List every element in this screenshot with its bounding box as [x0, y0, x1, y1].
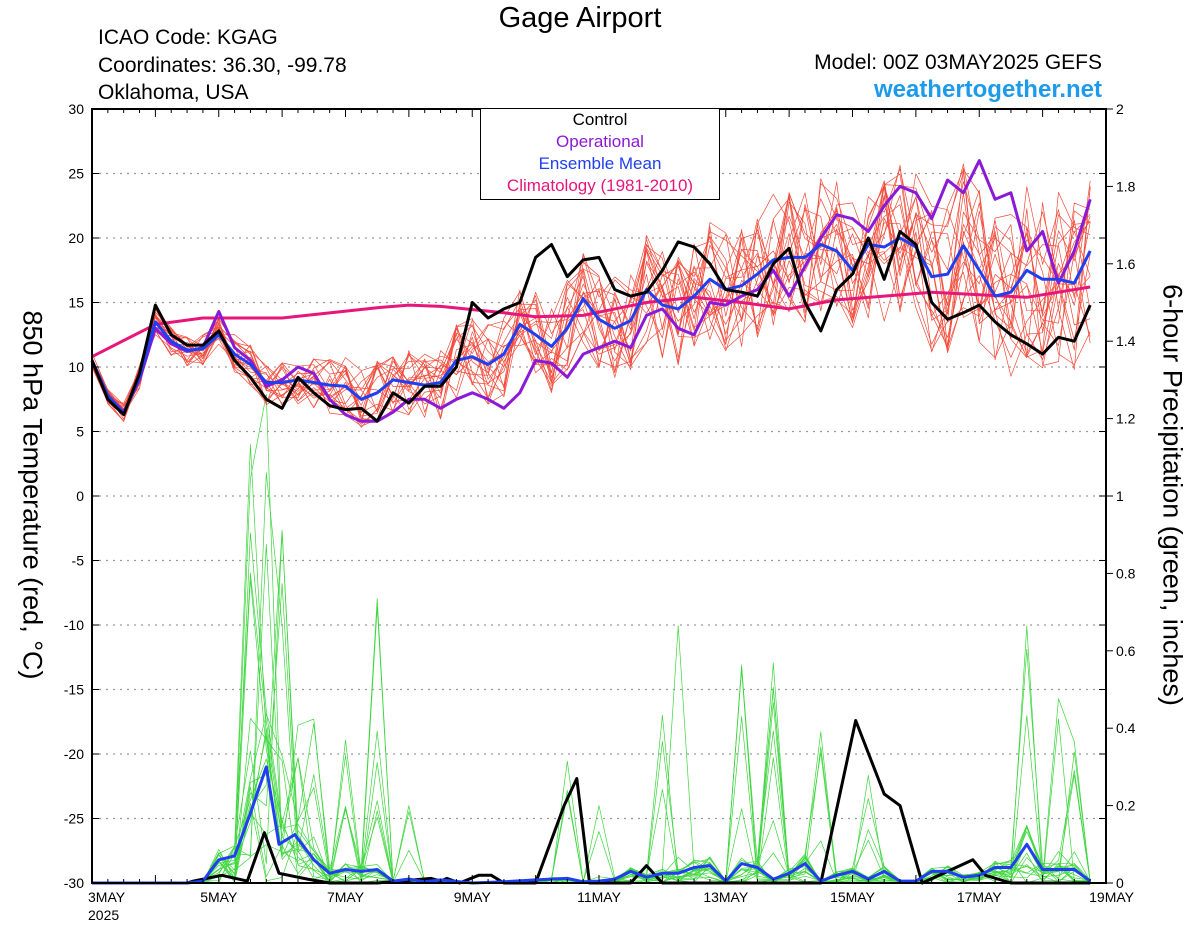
- control-temp-line: [90, 230, 1092, 423]
- legend-operational: Operational: [556, 132, 644, 151]
- x-tick-label: 17MAY: [957, 889, 1003, 905]
- precip-member-lines: [92, 393, 1091, 884]
- coordinates: Coordinates: 36.30, -99.78: [98, 54, 347, 77]
- temp-member-line: [91, 172, 1091, 416]
- website-link[interactable]: weathertogether.net: [873, 76, 1102, 103]
- y-right-tick-label: 1.8: [1116, 178, 1136, 194]
- legend: Control Operational Ensemble Mean Climat…: [480, 108, 720, 200]
- temp-member-line: [91, 186, 1091, 416]
- y-left-tick-label: -25: [64, 811, 84, 827]
- precip-member-line: [92, 664, 1091, 884]
- y-left-tick-label: 0: [76, 488, 84, 504]
- y-right-tick-label: 2: [1116, 101, 1124, 117]
- precip-member-line: [92, 529, 1091, 884]
- icao-code: ICAO Code: KGAG: [98, 26, 278, 49]
- x-tick-label: 9MAY: [454, 889, 492, 905]
- x-year-label: 2025: [88, 907, 119, 923]
- y-left-tick-label: 20: [68, 230, 84, 246]
- y-right-tick-label: 1.6: [1116, 256, 1136, 272]
- climatology-series: [91, 285, 1091, 359]
- y-right-tick-label: 1.2: [1116, 411, 1136, 427]
- precip-member-line: [92, 531, 1091, 884]
- y-right-tick-label: 0.6: [1116, 643, 1136, 659]
- y-left-tick-label: -5: [72, 553, 85, 569]
- temp-member-line: [91, 169, 1091, 422]
- x-tick-label: 5MAY: [200, 889, 238, 905]
- legend-control: Control: [572, 110, 628, 129]
- y-right-tick-label: 0.8: [1116, 565, 1136, 581]
- mean-temp-line: [90, 236, 1092, 415]
- temp-member-line: [91, 167, 1091, 414]
- x-tick-label: 3MAY: [88, 889, 126, 905]
- model-run: Model: 00Z 03MAY2025 GEFS: [814, 51, 1102, 74]
- axis-ticks: 302520151050-5-10-15-20-25-3021.81.61.41…: [64, 101, 1136, 923]
- temp-member-lines: [91, 163, 1091, 428]
- temp-member-line: [91, 178, 1091, 424]
- y-left-tick-label: 10: [68, 359, 84, 375]
- x-tick-label: 7MAY: [327, 889, 365, 905]
- legend-climatology: Climatology (1981-2010): [506, 176, 694, 195]
- chart-title: Gage Airport: [498, 2, 662, 34]
- climatology-line: [91, 285, 1091, 359]
- y-left-tick-label: 25: [68, 166, 84, 182]
- temp-member-line: [91, 168, 1091, 422]
- y-right-tick-label: 0.2: [1116, 798, 1136, 814]
- y-left-tick-label: 15: [68, 295, 84, 311]
- precip-member-line: [92, 444, 1091, 884]
- temp-member-line: [91, 180, 1091, 422]
- temp-member-line: [91, 189, 1091, 427]
- temp-member-line: [91, 185, 1091, 416]
- precip-member-line: [92, 751, 1091, 884]
- grid-lines: [92, 172, 1106, 820]
- y-right-tick-label: 1: [1116, 488, 1124, 504]
- y-left-tick-label: -30: [64, 875, 84, 891]
- temp-member-line: [91, 186, 1091, 417]
- location: Oklahoma, USA: [98, 81, 249, 104]
- mean-precip-line: [92, 765, 1092, 885]
- y-left-tick-label: 30: [68, 101, 84, 117]
- x-tick-label: 13MAY: [703, 889, 749, 905]
- y-left-tick-label: 5: [76, 424, 84, 440]
- y-left-tick-label: -20: [64, 746, 84, 762]
- y-axis-right-label: 6-hour Precipitation (green, inches): [1157, 284, 1188, 706]
- y-left-tick-label: -10: [64, 617, 84, 633]
- y-right-tick-label: 0.4: [1116, 720, 1136, 736]
- precip-member-line: [92, 472, 1091, 884]
- y-right-tick-label: 0: [1116, 875, 1124, 891]
- y-axis-left-label: 850 hPa Temperature (red, °C): [17, 310, 48, 680]
- temp-member-line: [91, 194, 1091, 421]
- x-tick-label: 19MAY: [1089, 889, 1135, 905]
- y-right-tick-label: 1.4: [1116, 333, 1136, 349]
- x-tick-label: 15MAY: [830, 889, 876, 905]
- legend-ensemble-mean: Ensemble Mean: [538, 154, 662, 173]
- x-tick-label: 11MAY: [577, 889, 621, 905]
- y-left-tick-label: -15: [64, 682, 84, 698]
